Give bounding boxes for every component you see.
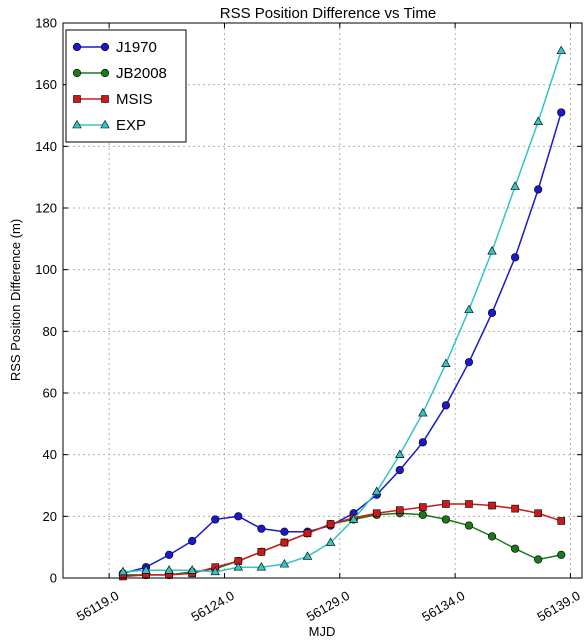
- series-line-jb2008: [122, 512, 562, 576]
- data-point-j1970: [464, 358, 474, 367]
- y-tick-label: 0: [50, 571, 57, 586]
- legend-label-exp: EXP: [116, 117, 146, 134]
- data-point-exp: [487, 246, 497, 255]
- data-point-exp: [325, 537, 336, 546]
- data-point-exp: [556, 45, 566, 55]
- data-point-exp: [533, 116, 543, 125]
- data-point-exp: [187, 565, 197, 574]
- data-point-msis: [372, 509, 381, 518]
- chart-title: RSS Position Difference vs Time: [220, 5, 436, 22]
- data-point-exp: [348, 514, 359, 523]
- data-point-jb2008: [441, 515, 451, 524]
- data-point-j1970: [257, 524, 266, 533]
- data-point-msis: [395, 506, 404, 514]
- data-point-msis: [442, 500, 450, 508]
- data-point-exp: [210, 566, 220, 576]
- legend-label-j1970: J1970: [116, 39, 157, 56]
- data-point-exp: [118, 566, 128, 576]
- data-point-msis: [419, 503, 427, 511]
- data-point-j1970: [188, 536, 197, 546]
- data-point-jb2008: [511, 544, 520, 553]
- legend-marker-msis: [101, 95, 109, 103]
- data-point-msis: [303, 529, 312, 538]
- data-point-exp: [256, 562, 267, 571]
- legend-marker-jb2008: [100, 68, 110, 78]
- x-tick-label: 56119.0: [74, 588, 121, 624]
- data-point-exp: [164, 565, 174, 574]
- y-tick-label: 100: [35, 262, 57, 277]
- data-point-j1970: [211, 515, 220, 524]
- data-point-j1970: [487, 308, 497, 317]
- plot-frame: [62, 22, 583, 579]
- data-point-exp: [418, 407, 428, 417]
- y-tick-label: 160: [35, 77, 57, 92]
- data-point-j1970: [557, 108, 566, 117]
- data-point-msis: [557, 517, 566, 525]
- y-tick-label: 40: [43, 447, 57, 462]
- data-point-exp: [371, 486, 382, 495]
- data-point-exp: [302, 551, 313, 560]
- data-point-exp: [141, 565, 151, 574]
- series-exp: [118, 45, 566, 576]
- data-point-jb2008: [418, 510, 427, 519]
- data-point-exp: [441, 358, 451, 368]
- data-point-exp: [510, 181, 520, 190]
- legend-marker-j1970: [100, 42, 110, 52]
- data-point-j1970: [395, 465, 404, 475]
- x-tick-label: 56139.0: [535, 588, 583, 624]
- data-point-exp: [279, 559, 290, 568]
- data-point-exp: [395, 449, 405, 458]
- data-point-jb2008: [557, 550, 566, 559]
- legend-label-jb2008: JB2008: [116, 65, 167, 82]
- data-point-j1970: [441, 401, 451, 410]
- data-point-msis: [326, 520, 335, 528]
- legend-marker-exp: [72, 119, 82, 129]
- data-point-msis: [511, 504, 519, 513]
- data-point-j1970: [534, 185, 543, 194]
- x-tick-label: 56124.0: [189, 588, 237, 624]
- y-tick-label: 60: [43, 386, 57, 401]
- data-point-msis: [280, 538, 289, 547]
- data-point-msis: [488, 501, 496, 510]
- series-line-j1970: [122, 112, 562, 575]
- data-point-j1970: [234, 512, 243, 521]
- y-tick-label: 180: [35, 16, 57, 31]
- data-point-j1970: [165, 550, 174, 559]
- legend-marker-msis: [73, 95, 81, 103]
- data-point-jb2008: [487, 532, 497, 541]
- data-point-exp: [233, 562, 244, 571]
- series-line-exp: [122, 50, 562, 573]
- data-point-jb2008: [534, 555, 543, 564]
- legend: J1970 JB2008 MSIS EXP: [65, 29, 187, 143]
- legend-label-msis: MSIS: [116, 91, 153, 108]
- data-point-msis: [534, 509, 542, 518]
- legend-marker-jb2008: [72, 68, 82, 78]
- series-layer: [118, 45, 566, 581]
- y-axis-label: RSS Position Difference (m): [8, 219, 23, 381]
- y-tick-label: 140: [35, 139, 57, 154]
- data-point-jb2008: [464, 521, 474, 530]
- legend-marker-exp: [100, 119, 110, 129]
- y-tick-label: 80: [43, 324, 57, 339]
- data-point-exp: [464, 304, 474, 314]
- x-tick-label: 56134.0: [419, 588, 467, 624]
- data-point-msis: [465, 500, 473, 508]
- data-point-j1970: [280, 527, 289, 536]
- data-point-msis: [257, 547, 266, 556]
- x-tick-label: 56129.0: [304, 588, 352, 624]
- legend-box: [65, 29, 187, 143]
- data-point-j1970: [418, 438, 427, 447]
- data-point-j1970: [511, 253, 520, 262]
- y-tick-label: 120: [35, 201, 57, 216]
- x-axis-label: MJD: [309, 624, 336, 639]
- legend-marker-j1970: [72, 42, 82, 52]
- y-tick-label: 20: [43, 509, 57, 524]
